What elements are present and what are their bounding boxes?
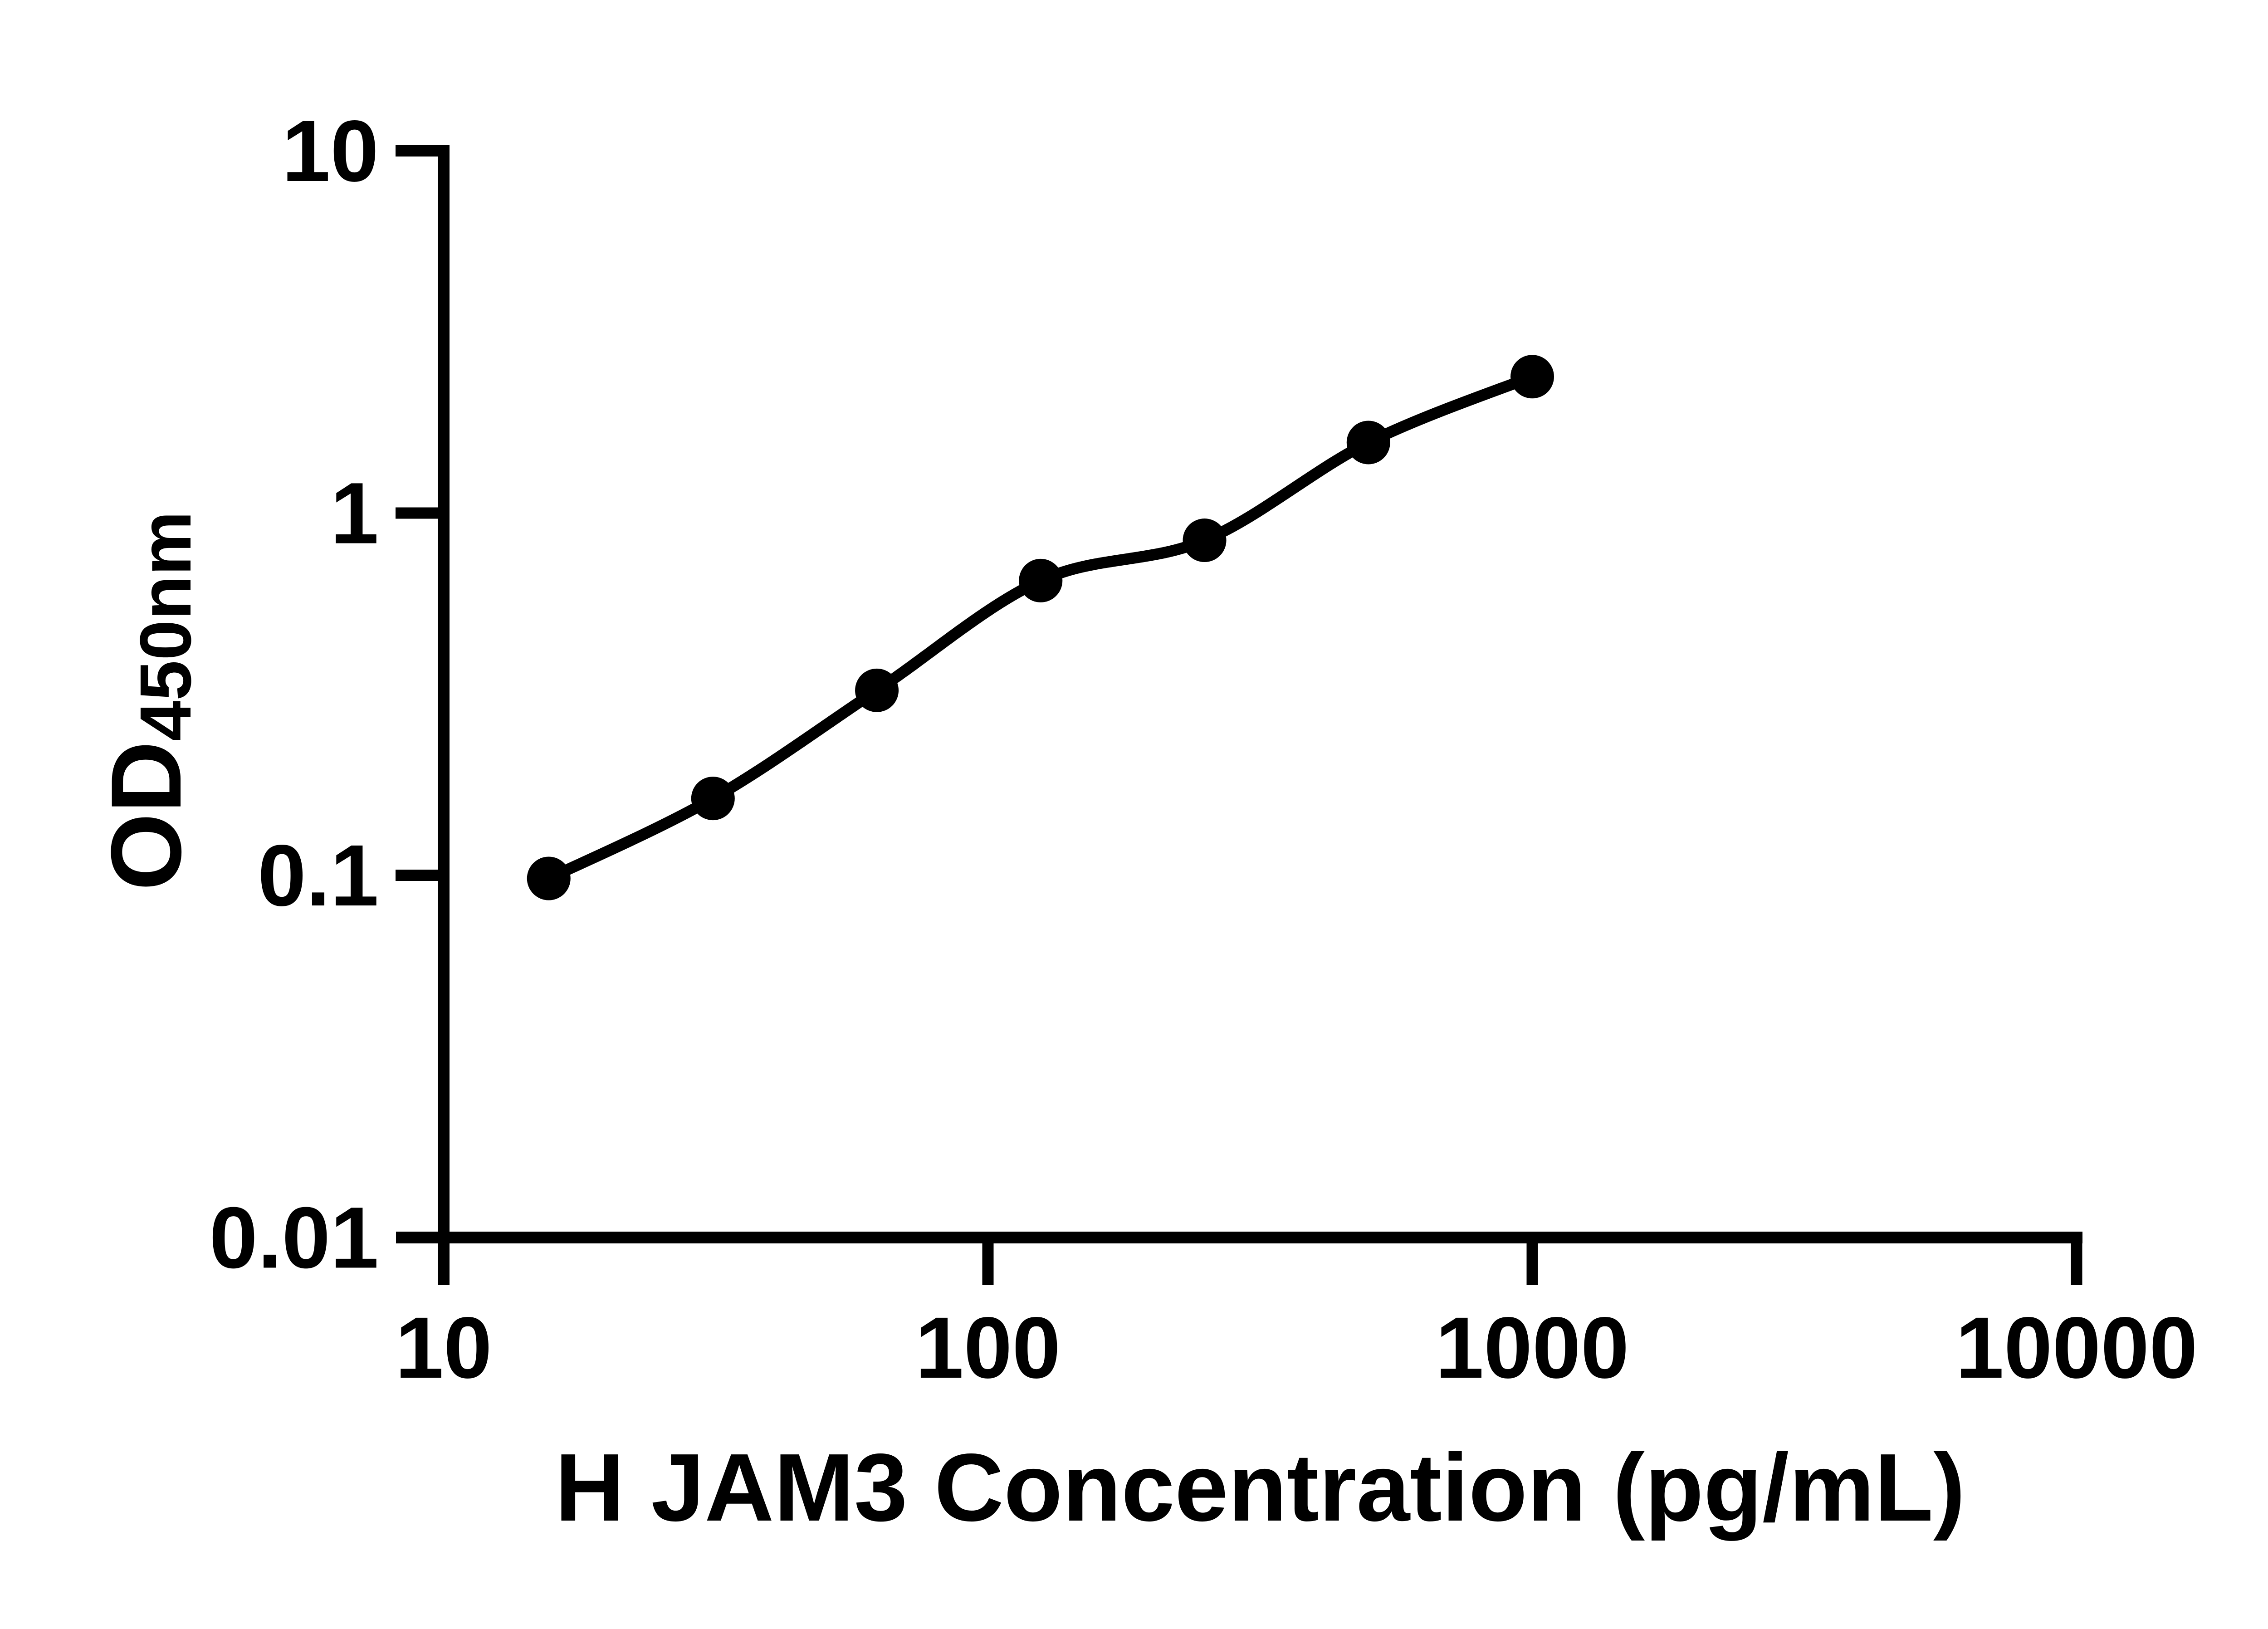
data-point — [1510, 355, 1554, 399]
data-point — [691, 777, 735, 821]
y-tick-label: 10 — [282, 102, 379, 200]
y-axis-title-main: OD — [90, 741, 202, 890]
x-tick-label: 10 — [395, 1299, 492, 1396]
axes-layer — [396, 145, 2082, 1285]
x-tick-label: 100 — [915, 1299, 1061, 1396]
y-axis-title: OD450nm — [90, 511, 206, 891]
y-tick-label: 1 — [330, 465, 379, 562]
y-tick-label: 0.01 — [209, 1189, 379, 1287]
data-point — [527, 856, 571, 900]
data-point — [1346, 421, 1390, 465]
data-point — [855, 668, 899, 712]
series-layer — [527, 355, 1554, 900]
data-point — [1183, 519, 1227, 563]
x-tick-label: 1000 — [1435, 1299, 1629, 1396]
y-axis-title-subscript: 450nm — [125, 511, 206, 741]
y-tick-label: 0.1 — [258, 827, 379, 924]
x-tick-label: 10000 — [1955, 1299, 2198, 1396]
x-axis-title: H JAM3 Concentration (pg/mL) — [555, 1433, 1965, 1541]
data-point — [1019, 558, 1063, 602]
